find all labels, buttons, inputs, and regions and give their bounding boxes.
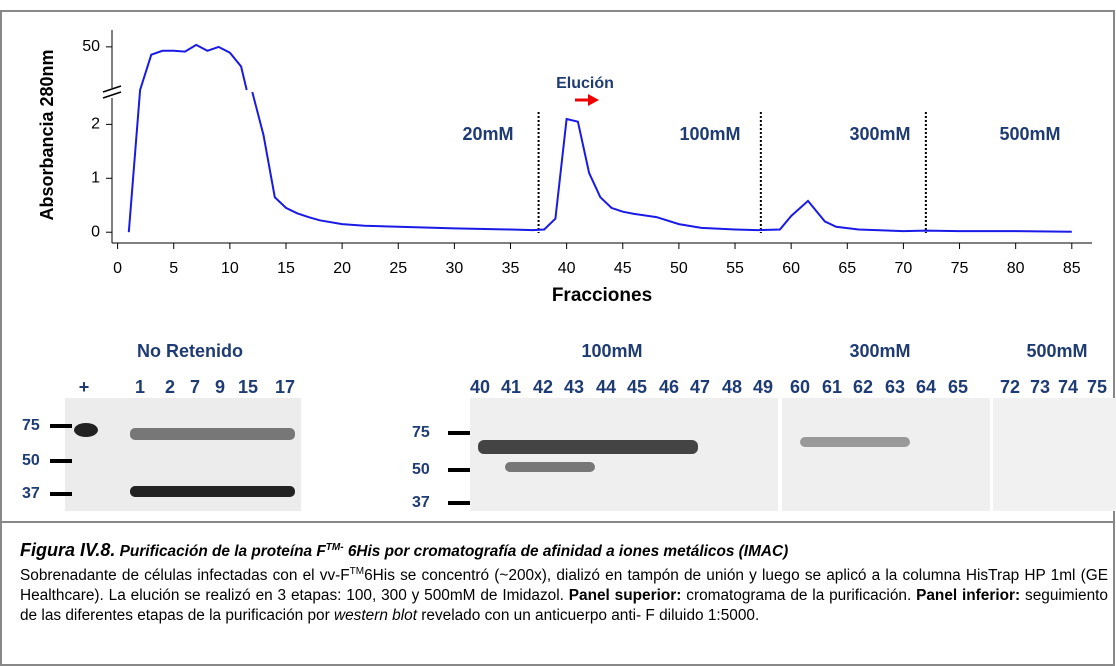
x-tick-label: 75 (951, 260, 969, 277)
y-tick-label: 0 (91, 223, 100, 240)
region-label: 100mM (679, 124, 740, 144)
x-tick-label: 80 (1007, 260, 1025, 277)
x-tick-label: 65 (838, 260, 856, 277)
lane-label: 1 (135, 377, 145, 397)
y-tick-label: 1 (91, 170, 100, 187)
caption-text: revelado con un anticuerpo anti- F dilui… (417, 607, 759, 624)
x-tick-label: 70 (895, 260, 913, 277)
x-tick-label: 0 (113, 260, 122, 277)
lane-label: 41 (501, 377, 521, 397)
x-tick-label: 85 (1063, 260, 1081, 277)
marker-label: 37 (412, 494, 430, 511)
x-tick-label: 10 (221, 260, 239, 277)
band (74, 423, 98, 437)
lane-label: 62 (853, 377, 873, 397)
caption-bold: Panel superior: (569, 587, 682, 604)
blot-header: 500mM (1026, 341, 1087, 361)
lane-label: 42 (533, 377, 553, 397)
marker-label: 75 (22, 417, 40, 434)
caption-title: 6His por cromatografía de afinidad a ion… (344, 543, 789, 560)
x-tick-label: 55 (726, 260, 744, 277)
lane-label: 75 (1087, 377, 1107, 397)
lane-label: 43 (564, 377, 584, 397)
y-tick-label: 2 (91, 116, 100, 133)
x-tick-label: 30 (445, 260, 463, 277)
lane-label: 7 (190, 377, 200, 397)
marker-dash (448, 431, 470, 435)
marker-dash (50, 424, 72, 428)
blot-image (993, 398, 1116, 511)
lane-label: 61 (822, 377, 842, 397)
x-tick-label: 60 (782, 260, 800, 277)
lane-label: 64 (916, 377, 936, 397)
lane-label: 49 (753, 377, 773, 397)
lane-label: 2 (165, 377, 175, 397)
marker-dash (50, 492, 72, 496)
y-tick-label: 50 (82, 38, 100, 55)
region-label: 500mM (999, 124, 1060, 144)
blot-header: 100mM (581, 341, 642, 361)
caption-bold: Panel inferior: (916, 587, 1020, 604)
caption-italic: western blot (334, 607, 417, 624)
region-label: 20mM (462, 124, 513, 144)
x-tick-label: 15 (277, 260, 295, 277)
superscript: TM (350, 566, 364, 577)
lane-label: 65 (948, 377, 968, 397)
lane-label: 63 (885, 377, 905, 397)
y-axis-label: Absorbancia 280nm (37, 49, 57, 220)
lane-label: 9 (215, 377, 225, 397)
blot-header: 300mM (849, 341, 910, 361)
marker-label: 50 (22, 452, 40, 469)
caption-text: Sobrenadante de células infectadas con e… (20, 567, 350, 584)
figure: Absorbancia 280nm Fracciones Elución 0 5 1… (0, 0, 1116, 666)
caption-text: cromatograma de la purificación. (681, 587, 916, 604)
lane-label: 17 (275, 377, 295, 397)
figure-number: Figura IV.8. (20, 540, 115, 560)
x-tick-label: 35 (502, 260, 520, 277)
blot-image (470, 398, 778, 511)
marker-label: 50 (412, 461, 430, 478)
marker-label: 75 (412, 424, 430, 441)
lane-label: 47 (690, 377, 710, 397)
lane-label: 73 (1030, 377, 1050, 397)
x-axis-label: Fracciones (552, 285, 652, 306)
x-tick-label: 50 (670, 260, 688, 277)
x-tick-label: 25 (389, 260, 407, 277)
arrow-label: Elución (556, 75, 614, 92)
arrow-head (588, 94, 599, 106)
band (130, 428, 295, 440)
band (800, 437, 910, 447)
marker-label: 37 (22, 485, 40, 502)
marker-dash (50, 459, 72, 463)
lane-label: 48 (722, 377, 742, 397)
line (129, 45, 1072, 232)
x-tick-label: 40 (558, 260, 576, 277)
band (130, 486, 295, 497)
blots (65, 398, 1116, 511)
marker-dash (448, 468, 470, 472)
region-label: 300mM (849, 124, 910, 144)
band (505, 462, 595, 472)
lane-label: 44 (596, 377, 616, 397)
superscript: TM- (326, 542, 344, 553)
caption: Figura IV.8. Purificación de la proteína… (20, 538, 1108, 626)
blot-image (782, 398, 990, 511)
lane-label: 45 (627, 377, 647, 397)
x-tick-label: 5 (169, 260, 178, 277)
lane-label: 72 (1000, 377, 1020, 397)
lane-label: 60 (790, 377, 810, 397)
marker-dash (448, 501, 470, 505)
lane-label: + (79, 377, 90, 397)
x-tick-label: 45 (614, 260, 632, 277)
lane-label: 15 (238, 377, 258, 397)
lane-label: 46 (659, 377, 679, 397)
caption-title: Purificación de la proteína F (120, 543, 326, 560)
lane-label: 40 (470, 377, 490, 397)
blot-header: No Retenido (137, 341, 243, 361)
lane-label: 74 (1058, 377, 1078, 397)
x-tick-label: 20 (333, 260, 351, 277)
band (478, 440, 698, 454)
